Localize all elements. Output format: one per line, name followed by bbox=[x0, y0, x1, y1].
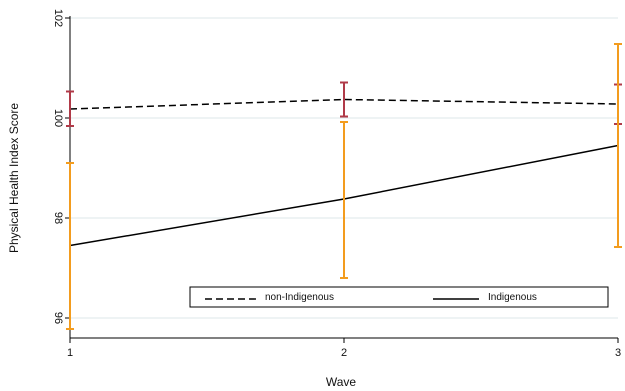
error-bar-indigenous-wave-2 bbox=[340, 121, 348, 279]
error-bar-non-indigenous-wave-1 bbox=[66, 90, 74, 127]
x-tick-label-2: 2 bbox=[341, 347, 347, 359]
gridlines bbox=[70, 17, 618, 319]
legend-box bbox=[189, 286, 609, 308]
error-bar-non-indigenous-wave-2 bbox=[340, 81, 348, 118]
y-axis-title: Physical Health Index Score bbox=[7, 103, 21, 253]
error-bar-indigenous-wave-3 bbox=[614, 43, 622, 248]
y-tick-label-100: 100 bbox=[52, 109, 64, 127]
legend-label-non-indigenous: non-Indigenous bbox=[265, 292, 334, 303]
x-axis-title: Wave bbox=[326, 375, 357, 389]
x-tick-label-1: 1 bbox=[67, 347, 73, 359]
axis-ticks: 96 98 100 102 1 2 3 bbox=[52, 9, 621, 359]
error-bar-indigenous-wave-1 bbox=[66, 162, 74, 330]
series-line-non-indigenous bbox=[69, 98, 619, 110]
error-bars bbox=[66, 43, 622, 330]
legend: non-Indigenous Indigenous bbox=[189, 286, 609, 308]
legend-label-indigenous: Indigenous bbox=[488, 292, 537, 303]
y-tick-label-96: 96 bbox=[52, 312, 64, 324]
y-tick-label-98: 98 bbox=[52, 212, 64, 224]
y-tick-label-102: 102 bbox=[52, 9, 64, 27]
x-tick-label-3: 3 bbox=[615, 347, 621, 359]
